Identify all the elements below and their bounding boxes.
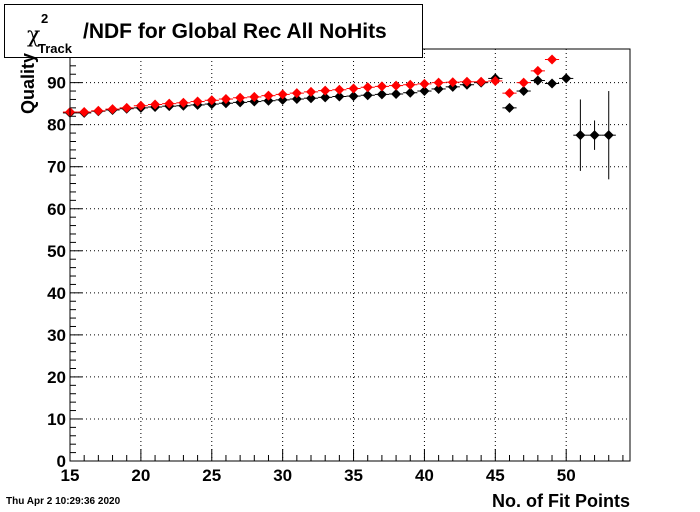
x-tick-label: 30 <box>273 466 292 485</box>
data-point-series-0 <box>547 78 558 89</box>
x-tick-label: 35 <box>344 466 363 485</box>
data-point-series-1 <box>334 84 345 95</box>
data-point-series-0 <box>348 91 359 102</box>
data-point-series-0 <box>419 86 430 97</box>
data-point-series-0 <box>334 91 345 102</box>
data-point-series-1 <box>447 77 458 88</box>
data-point-series-1 <box>263 90 274 101</box>
data-point-series-1 <box>135 100 146 111</box>
data-point-series-1 <box>164 98 175 109</box>
data-point-series-0 <box>320 92 331 103</box>
x-tick-label: 20 <box>131 466 150 485</box>
data-point-series-1 <box>206 95 217 106</box>
x-tick-label: 40 <box>415 466 434 485</box>
data-point-series-1 <box>235 92 246 103</box>
y-tick-label: 90 <box>47 74 66 93</box>
data-point-series-1 <box>192 96 203 107</box>
data-point-series-0 <box>575 130 586 141</box>
data-point-series-1 <box>107 104 118 115</box>
data-point-series-0 <box>306 93 317 104</box>
y-tick-label: 80 <box>47 116 66 135</box>
data-points <box>65 54 614 141</box>
title-superscript: 2 <box>41 11 49 26</box>
title-box: χ 2 Track /NDF for Global Rec All NoHits <box>4 4 423 58</box>
data-point-series-1 <box>376 81 387 92</box>
y-tick-label: 20 <box>47 368 66 387</box>
data-point-series-0 <box>291 94 302 105</box>
x-tick-label: 15 <box>61 466 80 485</box>
data-point-series-0 <box>589 130 600 141</box>
x-tick-label: 25 <box>202 466 221 485</box>
data-point-series-1 <box>277 89 288 100</box>
data-point-series-1 <box>79 107 90 118</box>
error-bars <box>62 59 616 180</box>
title-subscript: Track <box>38 41 72 56</box>
data-point-series-0 <box>263 95 274 106</box>
data-point-series-1 <box>291 88 302 99</box>
y-tick-label: 50 <box>47 242 66 261</box>
grid <box>70 49 630 461</box>
data-point-series-1 <box>490 75 501 86</box>
data-point-series-1 <box>461 76 472 87</box>
x-tick-label: 45 <box>486 466 505 485</box>
data-point-series-1 <box>504 88 515 99</box>
data-point-series-1 <box>362 82 373 93</box>
x-axis-label: No. of Fit Points <box>492 491 630 511</box>
data-point-series-1 <box>405 79 416 90</box>
x-tick-label: 50 <box>557 466 576 485</box>
y-tick-label: 60 <box>47 200 66 219</box>
timestamp: Thu Apr 2 10:29:36 2020 <box>6 496 121 507</box>
data-point-series-1 <box>220 94 231 105</box>
y-tick-label: 10 <box>47 410 66 429</box>
data-point-series-1 <box>391 80 402 91</box>
data-point-series-0 <box>376 89 387 100</box>
data-point-series-1 <box>547 54 558 65</box>
data-point-series-1 <box>306 86 317 97</box>
data-point-series-0 <box>405 87 416 98</box>
data-point-series-1 <box>121 102 132 113</box>
data-point-series-1 <box>93 105 104 116</box>
data-point-series-1 <box>433 77 444 88</box>
data-point-series-1 <box>150 99 161 110</box>
data-point-series-0 <box>504 102 515 113</box>
y-axis-label: Quality <box>18 52 38 114</box>
data-point-series-0 <box>561 73 572 84</box>
y-tick-label: 0 <box>57 452 66 471</box>
data-point-series-0 <box>603 130 614 141</box>
data-point-series-0 <box>532 75 543 86</box>
data-point-series-1 <box>249 91 260 102</box>
data-point-series-0 <box>518 86 529 97</box>
data-point-series-1 <box>476 76 487 87</box>
data-point-series-1 <box>518 77 529 88</box>
data-point-series-1 <box>320 85 331 96</box>
data-point-series-0 <box>362 90 373 101</box>
data-point-series-0 <box>277 94 288 105</box>
data-point-series-1 <box>532 65 543 76</box>
y-tick-label: 30 <box>47 326 66 345</box>
data-point-series-1 <box>178 97 189 108</box>
axes: 15 20 25 30 35 40 45 50 0 10 20 30 40 50 60 70 80 90 <box>47 48 624 485</box>
y-tick-label: 40 <box>47 284 66 303</box>
data-point-series-0 <box>433 83 444 94</box>
title-chi-symbol: χ <box>27 23 41 48</box>
title-text: /NDF for Global Rec All NoHits <box>83 20 387 43</box>
data-point-series-1 <box>348 83 359 94</box>
data-point-series-0 <box>391 88 402 99</box>
y-tick-label: 70 <box>47 158 66 177</box>
data-point-series-1 <box>419 78 430 89</box>
